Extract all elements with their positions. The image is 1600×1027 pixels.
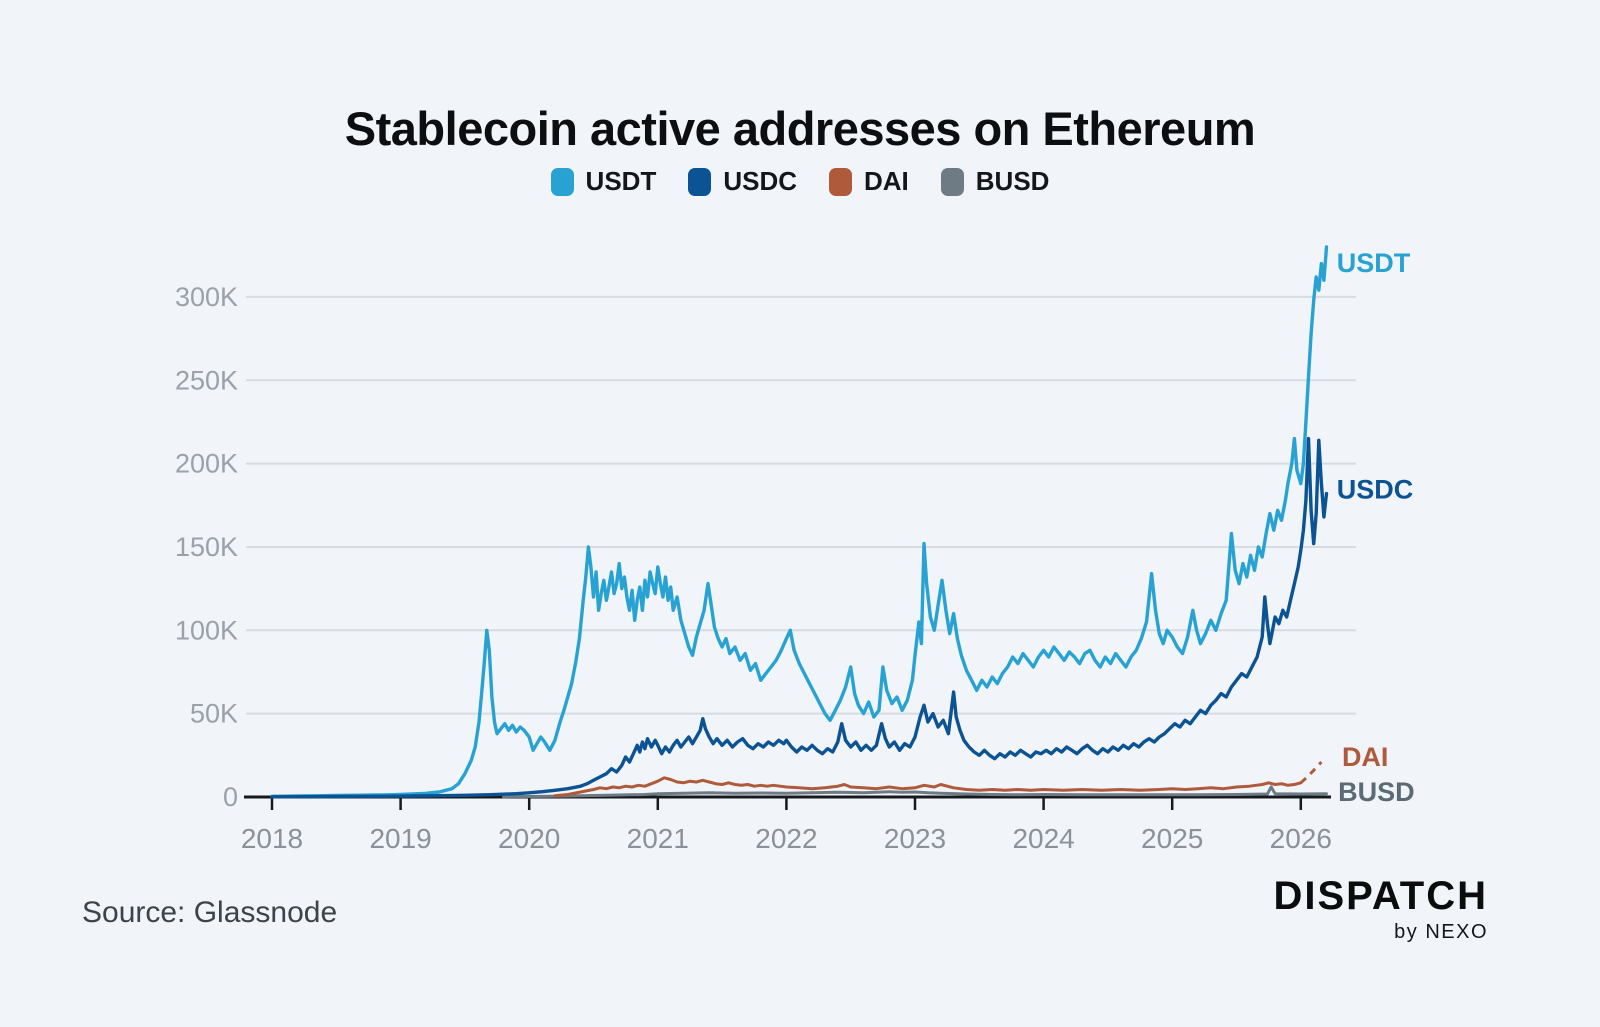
brand-byline-nexo: by NEXO	[1394, 921, 1488, 943]
chart-legend: USDT USDC DAI BUSD	[0, 166, 1600, 197]
legend-item-dai: DAI	[829, 166, 909, 197]
y-axis-tick-label: 150K	[175, 532, 238, 562]
legend-swatch-busd	[940, 167, 964, 196]
y-axis-tick-label: 0	[223, 782, 238, 812]
legend-label-usdc: USDC	[723, 166, 797, 196]
series-line-dai-projection	[1299, 760, 1323, 784]
legend-item-busd: BUSD	[940, 166, 1050, 197]
series-end-label-usdc: USDC	[1337, 475, 1414, 505]
legend-swatch-usdc	[688, 167, 712, 196]
y-axis-tick-label: 300K	[175, 282, 238, 312]
legend-label-usdt: USDT	[585, 166, 657, 196]
series-line-dai	[553, 776, 1303, 798]
y-axis-tick-label: 100K	[175, 615, 238, 645]
x-axis-tick-label: 2019	[369, 823, 431, 854]
x-axis-tick-label: 2025	[1141, 823, 1203, 854]
y-axis-tick-label: 250K	[175, 365, 238, 395]
series-line-usdt	[270, 245, 1329, 798]
x-axis-tick-label: 2026	[1270, 823, 1332, 854]
brand-name-dispatch: DISPATCH	[1273, 874, 1488, 918]
x-axis-tick-label: 2023	[884, 823, 946, 854]
series-line-usdc	[270, 436, 1329, 799]
series-line-busd	[502, 785, 1328, 799]
series-end-label-dai: DAI	[1342, 742, 1389, 772]
legend-item-usdt: USDT	[550, 166, 657, 197]
x-axis-tick-label: 2024	[1012, 823, 1074, 854]
x-axis-tick-label: 2018	[241, 823, 303, 854]
legend-label-busd: BUSD	[975, 166, 1050, 196]
x-axis-tick-label: 2021	[627, 823, 689, 854]
legend-item-usdc: USDC	[688, 166, 797, 197]
series-end-label-usdt: USDT	[1337, 248, 1411, 278]
y-axis-tick-label: 200K	[175, 449, 238, 479]
series-end-label-busd: BUSD	[1338, 777, 1415, 807]
legend-swatch-usdt	[550, 167, 574, 196]
brand-logo: DISPATCH by NEXO	[1273, 874, 1488, 944]
x-axis-tick-label: 2022	[755, 823, 817, 854]
y-axis-tick-label: 50K	[190, 699, 238, 729]
x-axis-tick-label: 2020	[498, 823, 560, 854]
legend-swatch-dai	[829, 167, 852, 196]
chart-title: Stablecoin active addresses on Ethereum	[344, 102, 1256, 156]
source-note: Source: Glassnode	[82, 896, 338, 929]
legend-label-dai: DAI	[864, 166, 909, 196]
